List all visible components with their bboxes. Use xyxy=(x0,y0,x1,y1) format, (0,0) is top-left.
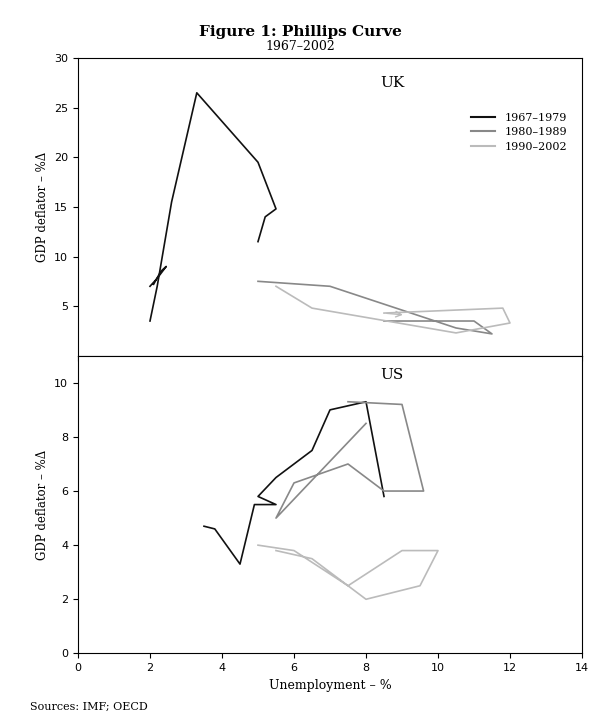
X-axis label: Unemployment – %: Unemployment – % xyxy=(269,679,391,692)
Text: Figure 1: Phillips Curve: Figure 1: Phillips Curve xyxy=(199,25,401,39)
Y-axis label: GDP deflator – %Δ: GDP deflator – %Δ xyxy=(35,152,49,262)
Text: UK: UK xyxy=(380,76,404,90)
Text: 1967–2002: 1967–2002 xyxy=(265,40,335,53)
Text: Sources: IMF; OECD: Sources: IMF; OECD xyxy=(30,701,148,711)
Text: US: US xyxy=(380,367,404,382)
Legend: 1967–1979, 1980–1989, 1990–2002: 1967–1979, 1980–1989, 1990–2002 xyxy=(467,108,571,156)
Y-axis label: GDP deflator – %Δ: GDP deflator – %Δ xyxy=(36,449,49,560)
